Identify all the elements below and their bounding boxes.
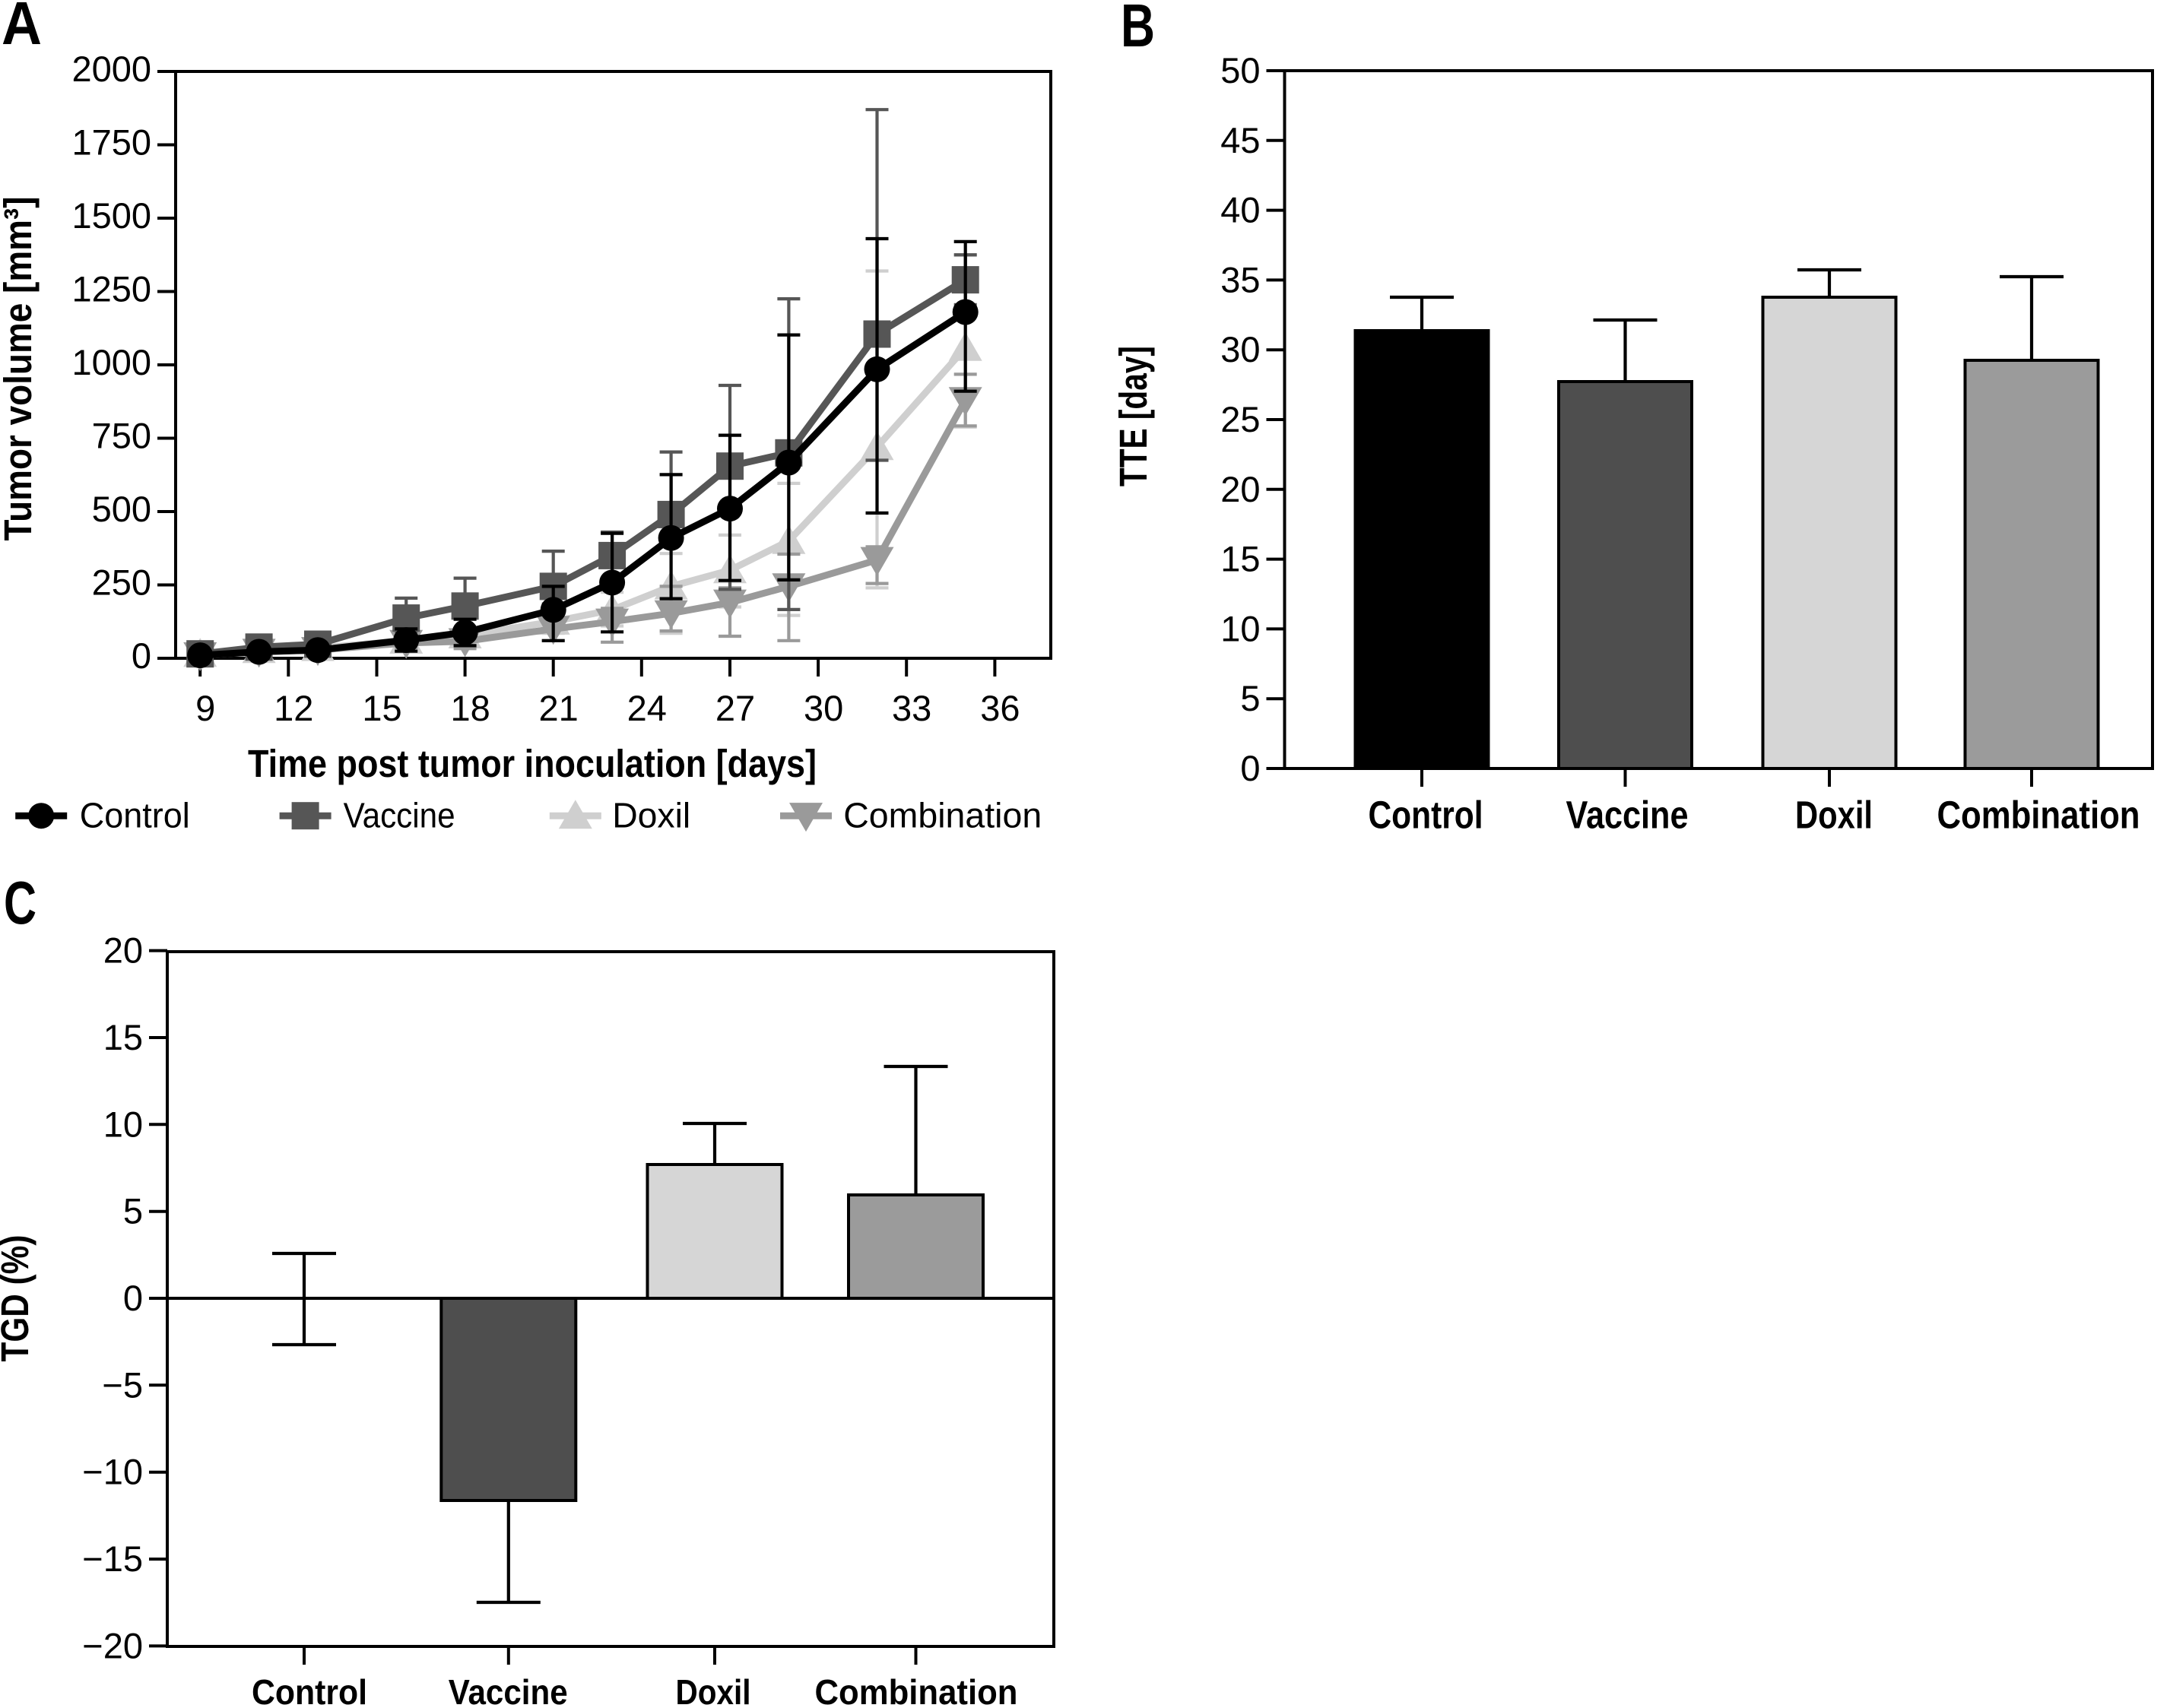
svg-text:250: 250: [92, 562, 151, 603]
svg-text:−20: −20: [82, 1625, 143, 1665]
svg-text:1750: 1750: [71, 122, 151, 163]
svg-text:1000: 1000: [71, 342, 151, 382]
svg-text:40: 40: [1220, 190, 1260, 230]
svg-text:15: 15: [362, 688, 401, 728]
svg-text:−15: −15: [82, 1538, 143, 1579]
svg-text:Vaccine: Vaccine: [449, 1672, 568, 1708]
svg-text:45: 45: [1220, 120, 1260, 160]
svg-text:35: 35: [1220, 259, 1260, 299]
svg-text:Tumor volume [mm³]: Tumor volume [mm³]: [0, 197, 40, 541]
svg-text:30: 30: [804, 688, 843, 728]
svg-text:36: 36: [980, 688, 1020, 728]
svg-text:Doxil: Doxil: [1795, 793, 1873, 836]
svg-text:Control: Control: [80, 795, 190, 835]
svg-text:A: A: [2, 0, 42, 57]
svg-text:0: 0: [1240, 748, 1260, 788]
svg-text:27: 27: [715, 688, 755, 728]
svg-text:Combination: Combination: [843, 795, 1042, 835]
svg-text:Doxil: Doxil: [676, 1672, 751, 1708]
svg-text:20: 20: [1220, 469, 1260, 509]
svg-text:18: 18: [450, 688, 490, 728]
svg-text:9: 9: [195, 688, 215, 728]
svg-text:30: 30: [1220, 329, 1260, 369]
svg-text:Vaccine: Vaccine: [344, 795, 455, 835]
svg-text:750: 750: [92, 416, 151, 456]
svg-text:Control: Control: [252, 1672, 367, 1708]
svg-text:21: 21: [539, 688, 579, 728]
svg-text:5: 5: [1240, 678, 1260, 718]
svg-text:0: 0: [123, 1278, 143, 1318]
svg-text:Time post tumor inoculation [d: Time post tumor inoculation [days]: [248, 742, 817, 785]
svg-text:500: 500: [92, 489, 151, 529]
svg-text:Vaccine: Vaccine: [1566, 793, 1689, 836]
svg-text:50: 50: [1220, 50, 1260, 90]
svg-text:24: 24: [627, 688, 667, 728]
svg-text:TGD (%): TGD (%): [0, 1235, 36, 1362]
svg-text:2000: 2000: [71, 49, 151, 89]
svg-text:1250: 1250: [71, 269, 151, 309]
svg-text:1500: 1500: [71, 195, 151, 236]
svg-text:25: 25: [1220, 399, 1260, 439]
svg-text:−5: −5: [102, 1364, 143, 1405]
svg-text:TTE [day]: TTE [day]: [1112, 346, 1155, 486]
svg-text:10: 10: [103, 1104, 143, 1144]
svg-text:Doxil: Doxil: [612, 795, 690, 835]
svg-text:C: C: [4, 869, 36, 936]
svg-text:Control: Control: [1369, 793, 1483, 836]
svg-text:5: 5: [123, 1191, 143, 1231]
svg-text:15: 15: [1220, 539, 1260, 579]
svg-text:B: B: [1121, 0, 1155, 59]
svg-text:12: 12: [274, 688, 313, 728]
svg-text:Combination: Combination: [815, 1672, 1018, 1708]
svg-text:20: 20: [103, 930, 143, 971]
svg-text:10: 10: [1220, 608, 1260, 648]
svg-text:Combination: Combination: [1937, 793, 2140, 836]
svg-text:−10: −10: [82, 1452, 143, 1492]
svg-text:15: 15: [103, 1017, 143, 1057]
svg-text:33: 33: [892, 688, 931, 728]
svg-text:0: 0: [132, 635, 151, 676]
